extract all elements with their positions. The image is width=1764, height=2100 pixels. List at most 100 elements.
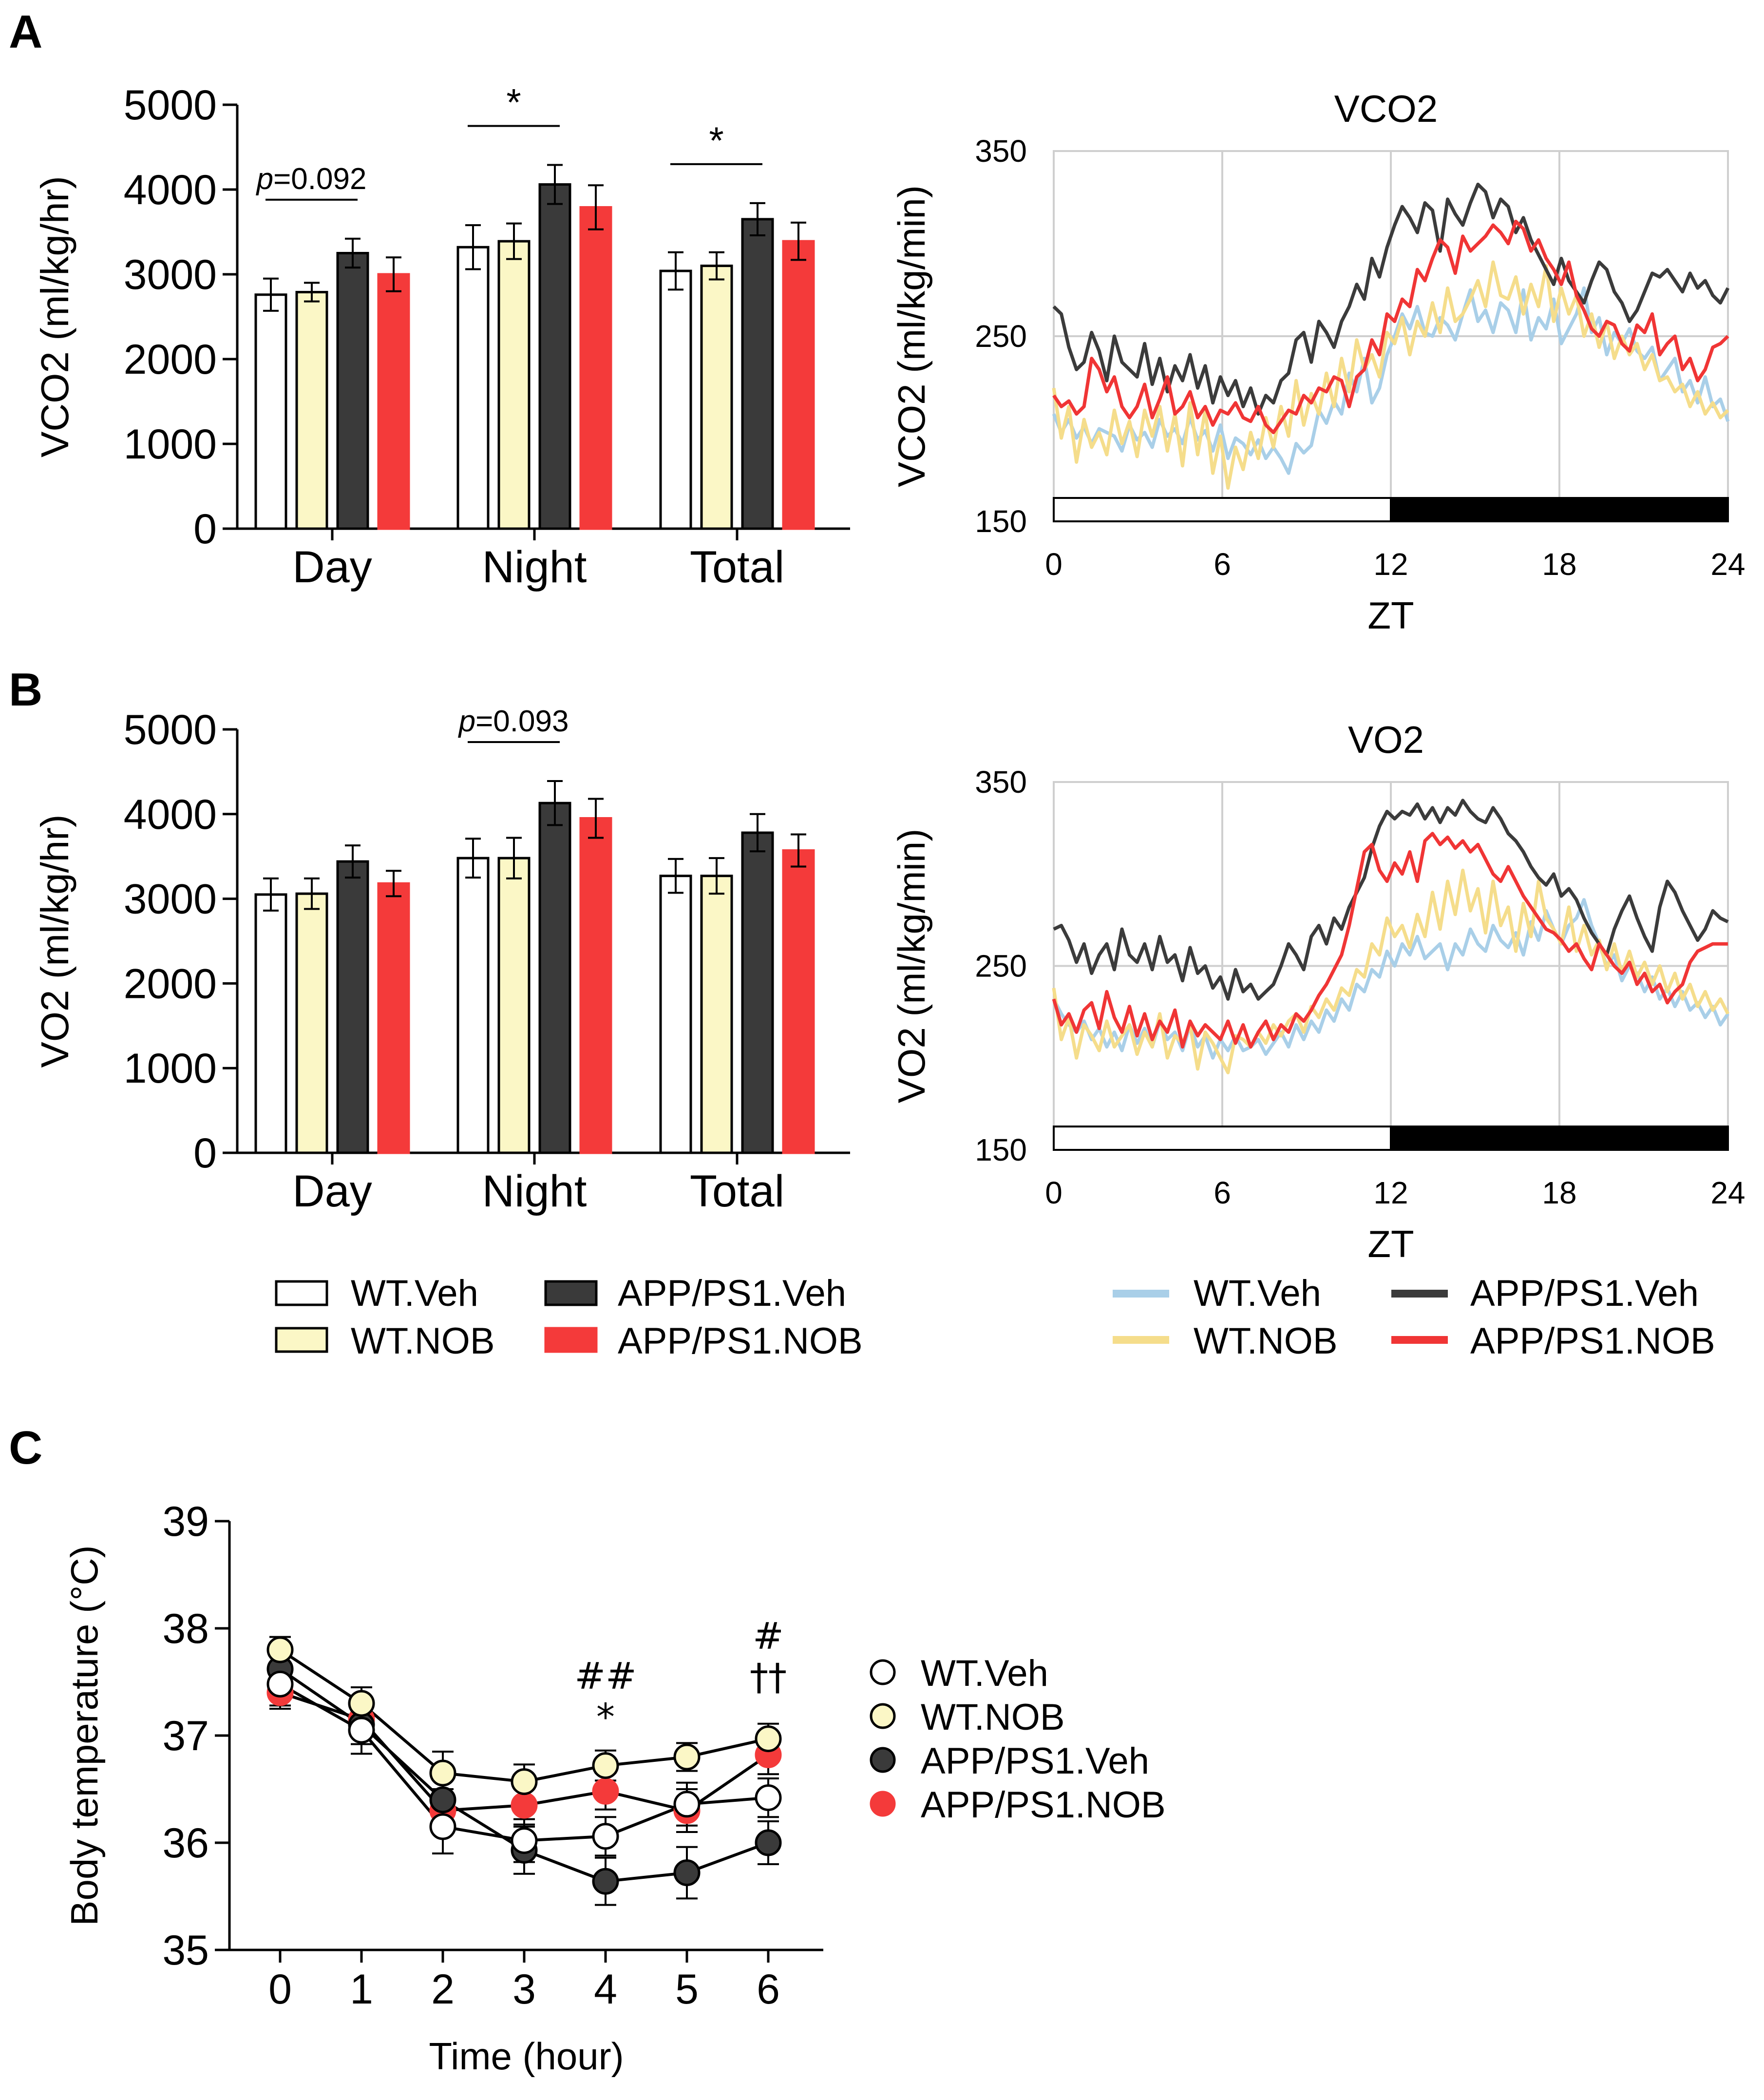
x-category-label: Total [690, 542, 784, 592]
body-temperature-chart: 35 36 37 38 39 0 1 2 3 4 5 6 Time (hour) Body tempera… [63, 1498, 823, 2078]
bar-legend: WT.Veh WT.NOB APP/PS1.Veh APP/PS1.NOB [275, 1273, 863, 1362]
legend-swatch-wt-veh [275, 1280, 328, 1306]
point-app-ps-veh [673, 1859, 701, 1887]
bar-wt-nob-night [497, 857, 531, 1154]
bar-app-ps-nob-total [782, 849, 815, 1154]
x-axis-title: Time (hour) [429, 2035, 624, 2078]
y-tick-label: 0 [193, 506, 217, 553]
point-app-ps-veh [592, 1868, 619, 1895]
point-wt-veh [348, 1717, 375, 1744]
bar-app-ps-veh-night [538, 802, 571, 1154]
x-tick-label: 1 [350, 1966, 373, 2013]
y-tick-label: 250 [975, 319, 1027, 354]
point-wt-nob [511, 1768, 538, 1795]
chart-title: VO2 [1348, 718, 1424, 761]
x-category-label: Night [482, 1166, 587, 1216]
legend-label-app-veh: APP/PS1.Veh [618, 1273, 846, 1314]
bar-wt-veh-night [456, 857, 490, 1154]
legend-line-label-app-veh: APP/PS1.Veh [1470, 1273, 1699, 1314]
y-tick-label: 5000 [124, 82, 217, 129]
bar-app-ps-veh-total [741, 831, 774, 1154]
y-axis-title: VCO2 (ml/kg/min) [890, 185, 933, 487]
y-tick-label: 36 [162, 1820, 209, 1867]
x-tick-label: 5 [675, 1966, 699, 2013]
bar-app-ps-nob-day [377, 882, 410, 1154]
series-line-app-ps-nob [1052, 832, 1728, 1049]
point-wt-veh [673, 1791, 701, 1818]
legend-swatch-app-nob [544, 1327, 598, 1353]
significance-label: * [709, 119, 723, 162]
bar-wt-nob-night [497, 240, 531, 530]
bar-app-ps-veh-night [538, 183, 571, 530]
y-tick-label: 37 [162, 1713, 209, 1759]
bar-wt-nob-total [700, 265, 733, 530]
point-wt-veh [592, 1823, 619, 1850]
x-tick-label: 4 [594, 1966, 617, 2013]
x-tick-label: 6 [1214, 1175, 1231, 1210]
vco2-line-chart: 150 250 350 0 6 12 18 24 ZT VCO2 VCO2 (ml/kg/min) [890, 87, 1745, 637]
point-wt-nob [348, 1690, 375, 1717]
x-tick-label: 3 [512, 1966, 536, 2013]
point-wt-veh [755, 1784, 782, 1812]
point-wt-nob [673, 1743, 701, 1771]
y-tick-label: 150 [975, 504, 1027, 539]
bar-wt-veh-total [659, 269, 692, 530]
point-wt-veh [511, 1827, 538, 1854]
series-line-app-ps-nob [1052, 219, 1729, 435]
y-tick-label: 5000 [124, 706, 217, 753]
bar-app-ps-veh-day [336, 860, 369, 1154]
y-tick-label: 150 [975, 1132, 1027, 1167]
legend-marker-app-veh [870, 1747, 896, 1773]
y-tick-label: 39 [162, 1498, 209, 1545]
x-tick-label: 2 [431, 1966, 455, 2013]
legend-line-label-app-nob: APP/PS1.NOB [1470, 1320, 1715, 1362]
light-phase-bar [1053, 1126, 1392, 1151]
dark-phase-bar [1390, 497, 1729, 522]
x-tick-label: 18 [1542, 547, 1576, 582]
x-tick-label: 0 [268, 1966, 292, 2013]
bar-wt-veh-day [254, 293, 287, 530]
y-axis-title: VO2 (ml/kg/min) [890, 829, 933, 1103]
bar-wt-veh-night [456, 246, 490, 530]
x-tick-label: 6 [757, 1966, 780, 2013]
y-tick-label: 3000 [124, 251, 217, 298]
point-wt-nob [755, 1725, 782, 1753]
light-phase-bar [1053, 497, 1392, 522]
significance-label: p=0.092 [256, 162, 367, 196]
legend-swatch-wt-nob [275, 1327, 328, 1353]
legend-temp-label-app-nob: APP/PS1.NOB [921, 1784, 1166, 1826]
x-category-label: Total [690, 1166, 784, 1216]
x-tick-label: 0 [1045, 547, 1062, 582]
y-axis-title: Body temperature (°C) [63, 1545, 106, 1926]
point-wt-veh [266, 1670, 294, 1698]
y-tick-label: 4000 [124, 791, 217, 838]
y-tick-label: 0 [193, 1130, 217, 1177]
panel-label-c: C [9, 1422, 42, 1474]
x-category-label: Day [292, 542, 372, 592]
legend-label-wt-veh: WT.Veh [351, 1273, 478, 1314]
x-tick-label: 6 [1214, 547, 1231, 582]
y-tick-label: 3000 [124, 876, 217, 923]
vo2-bar-chart: 0 1000 2000 3000 4000 5000 VO2 (ml/kg/hr) Day Ni… [33, 705, 850, 1216]
significance-label: ## [574, 1654, 636, 1698]
y-tick-label: 250 [975, 949, 1027, 984]
y-tick-label: 35 [162, 1927, 209, 1974]
p-symbol: p [458, 705, 475, 738]
y-tick-label: 2000 [124, 960, 217, 1007]
y-tick-label: 4000 [124, 167, 217, 213]
y-tick-label: 1000 [124, 421, 217, 468]
x-tick-label: 24 [1710, 1175, 1745, 1210]
point-app-ps-veh [755, 1829, 782, 1856]
significance-label: # [753, 1614, 784, 1658]
legend-marker-app-nob [870, 1791, 896, 1817]
series-line-wt-veh [1052, 898, 1729, 1060]
point-wt-veh [429, 1813, 456, 1840]
x-tick-label: 0 [1045, 1175, 1062, 1210]
series-line-app-ps-veh [1052, 182, 1730, 416]
bar-app-ps-nob-day [377, 273, 410, 530]
bar-wt-nob-day [295, 892, 328, 1154]
point-app-ps-nob [511, 1792, 538, 1819]
legend-marker-wt-nob [870, 1703, 896, 1729]
significance-label: †† [750, 1655, 787, 1699]
bar-wt-nob-day [295, 291, 328, 530]
